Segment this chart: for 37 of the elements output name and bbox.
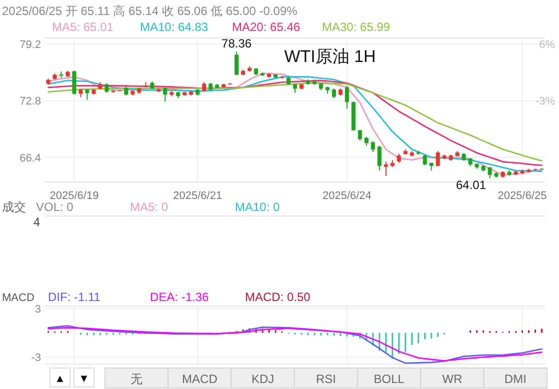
text: MA30: 65.99 [322,20,390,34]
y-tick-label: 66.4 [20,152,41,164]
text: MA5: 65.01 [52,20,114,34]
y-tick-label: 79.2 [20,39,41,52]
text: DMI [504,372,526,386]
text: MACD: 0.50 [245,290,311,304]
y-tick-label: 72.8 [20,96,41,108]
text: DEA: -1.36 [150,290,210,304]
annotation: 78.36 [222,36,252,51]
annotation: 64.01 [456,178,486,192]
text: 4 [33,215,40,229]
y2-tick-label: -3% [535,96,556,108]
text: WR [442,372,463,386]
text: MA20: 65.46 [232,20,300,34]
text: MA10: 64.83 [140,20,208,34]
series-label: DIF: -1.11 [48,290,101,304]
x-tick-label: 2025/6/25 [498,190,547,202]
chart-title: MACD [2,292,34,304]
text: MA5: 0 [130,200,168,214]
y2-tick-label: 6% [539,39,556,52]
text: 成交 [2,200,26,214]
text: 无 [130,372,143,386]
text: BOLL [374,372,405,386]
x-tick-label: 2025/6/24 [322,190,372,202]
text: ▼ [78,373,90,385]
x-tick-label: 2025/6/19 [50,190,99,202]
text: ▲ [54,373,66,385]
text: MACD [182,372,218,386]
text: WTI原油 1H [284,47,376,66]
text: RSI [316,372,336,386]
y-tick-label: 3 [34,303,41,316]
chart-subtitle: 2025/06/25 开 65.11 高 65.14 收 65.06 低 65.00 -0.09% [2,4,298,18]
text: KDJ [252,372,274,386]
x-tick-label: 2025/6/21 [173,190,222,202]
text: VOL: 0 [36,200,74,214]
y-tick-label: -3 [31,352,41,364]
text: MA10: 0 [235,200,280,214]
